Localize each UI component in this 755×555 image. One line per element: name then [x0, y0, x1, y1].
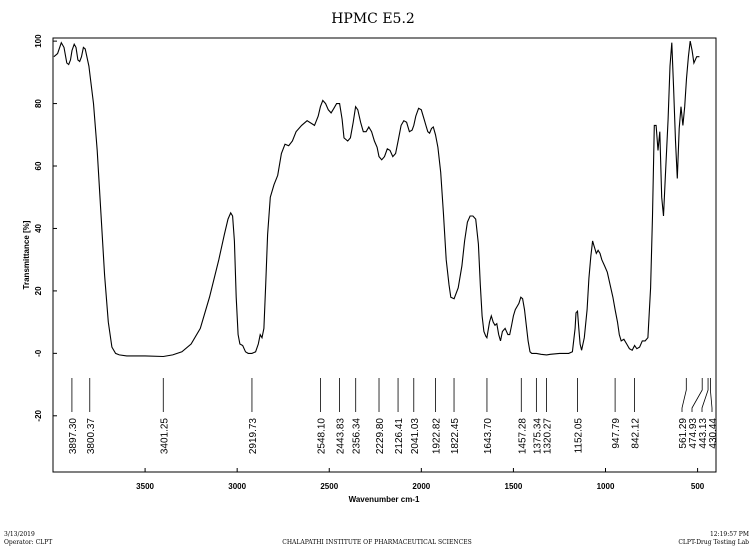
peak-label: 947.79 [611, 418, 622, 449]
peak-marker: 1922.82 [432, 378, 443, 454]
peak-label: 1922.82 [432, 418, 443, 455]
peak-marker: 1457.28 [517, 378, 528, 454]
peak-marker: 2356.34 [352, 378, 363, 454]
peak-label: 2919.73 [248, 418, 259, 455]
peak-marker: 561.29 [678, 378, 689, 449]
peak-label: 430.44 [708, 418, 719, 449]
x-tick-label: 3500 [136, 482, 154, 491]
peak-marker-line [681, 378, 687, 412]
x-tick-label: 2500 [320, 482, 338, 491]
peak-marker: 947.79 [611, 378, 622, 449]
footer-date: 3/13/2019 [4, 531, 35, 538]
x-tick-label: 1500 [505, 482, 523, 491]
peak-label: 842.12 [631, 418, 642, 449]
y-axis-label: Transmittance [%] [22, 220, 31, 289]
y-tick-label: -20 [34, 409, 43, 421]
peak-label: 2443.83 [336, 418, 347, 455]
peak-label: 3401.25 [159, 418, 170, 455]
peak-marker: 1375.34 [532, 378, 543, 454]
footer-operator: Operator: CLPT [4, 539, 52, 546]
peak-marker: 443.13 [698, 378, 709, 449]
x-axis-label: Wavenumber cm-1 [349, 495, 420, 504]
y-tick-label: 60 [34, 161, 43, 170]
peak-marker-line [709, 378, 713, 412]
peak-label: 2229.80 [375, 418, 386, 455]
peak-label: 1375.34 [532, 418, 543, 455]
y-tick-label: 80 [34, 99, 43, 108]
peak-marker: 3401.25 [159, 378, 170, 454]
peak-label: 1320.27 [543, 418, 554, 455]
peak-marker: 1643.70 [483, 378, 494, 454]
footer-institute: CHALAPATHI INSTITUTE OF PHARMACEUTICAL S… [282, 539, 472, 546]
peak-marker: 2548.10 [316, 378, 327, 454]
footer-lab: CLPT-Drug Testing Lab [678, 539, 749, 546]
plot-frame [52, 37, 717, 473]
peak-marker: 842.12 [631, 378, 642, 449]
peak-marker: 3897.30 [68, 378, 79, 454]
y-tick-label: 100 [34, 34, 43, 48]
peak-label: 1822.45 [450, 418, 461, 455]
peak-label: 3800.37 [86, 418, 97, 455]
peak-marker-line [691, 378, 703, 412]
peak-label: 1643.70 [483, 418, 494, 455]
peak-marker: 474.93 [688, 378, 703, 449]
peak-marker: 3800.37 [86, 378, 97, 454]
x-tick-label: 3000 [228, 482, 246, 491]
y-tick-label: -0 [34, 349, 43, 357]
peak-marker: 2443.83 [336, 378, 347, 454]
peak-label: 1457.28 [517, 418, 528, 455]
x-tick-label: 2000 [412, 482, 430, 491]
peak-marker: 2919.73 [248, 378, 259, 454]
x-axis: 3500 3000 2500 2000 1500 1000 500 [136, 468, 705, 491]
peak-label: 2548.10 [316, 418, 327, 455]
chart-title: HPMC E5.2 [331, 11, 415, 27]
peak-label: 2041.03 [410, 418, 421, 455]
y-axis: 100 80 60 40 20 -0 -20 [34, 34, 57, 422]
peak-marker: 2041.03 [410, 378, 421, 454]
peak-label: 443.13 [698, 418, 709, 449]
peak-marker: 2229.80 [375, 378, 386, 454]
x-tick-label: 500 [691, 482, 705, 491]
y-tick-label: 40 [34, 223, 43, 232]
peak-label: 561.29 [678, 418, 689, 449]
peak-marker: 2126.41 [394, 378, 405, 454]
peak-label: 2356.34 [352, 418, 363, 455]
peak-marker: 1152.05 [573, 378, 584, 453]
footer-time: 12:19:57 PM [710, 531, 749, 538]
peak-marker: 430.44 [708, 378, 719, 449]
peak-markers: 3897.30 3800.37 3401.25 2919.73 2548.10 2443.… [68, 378, 719, 454]
peak-marker: 1320.27 [543, 378, 554, 454]
y-tick-label: 20 [34, 286, 43, 295]
spectrum-line [53, 40, 700, 358]
peak-label: 1152.05 [573, 418, 584, 454]
peak-label: 474.93 [688, 418, 699, 449]
x-tick-label: 1000 [597, 482, 615, 491]
peak-marker-line [701, 378, 709, 412]
peak-marker: 1822.45 [450, 378, 461, 454]
peak-label: 3897.30 [68, 418, 79, 455]
peak-label: 2126.41 [394, 418, 405, 455]
